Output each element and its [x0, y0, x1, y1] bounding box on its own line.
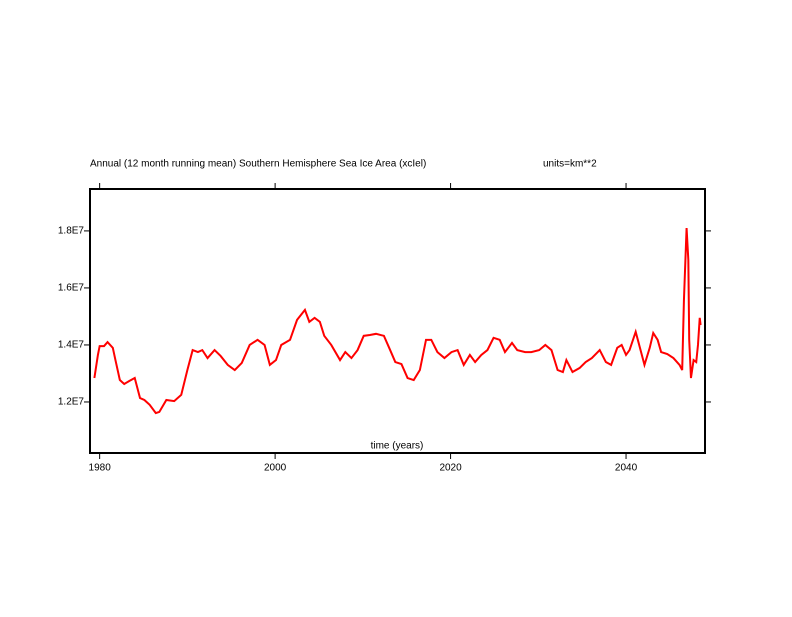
plot-frame — [89, 188, 706, 454]
chart-title: Annual (12 month running mean) Southern … — [90, 159, 426, 170]
y-tick-label: 1.2E7 — [58, 397, 85, 408]
units-label: units=km**2 — [543, 159, 597, 170]
x-tick-label: 1980 — [89, 463, 112, 474]
x-tick-label: 2000 — [264, 463, 287, 474]
x-tick-label: 2040 — [615, 463, 638, 474]
y-tick-label: 1.6E7 — [58, 283, 85, 294]
x-axis-label: time (years) — [371, 441, 424, 452]
y-tick-label: 1.4E7 — [58, 340, 85, 351]
data-line — [93, 228, 702, 415]
y-tick-label: 1.8E7 — [58, 226, 85, 237]
x-tick-label: 2020 — [439, 463, 462, 474]
